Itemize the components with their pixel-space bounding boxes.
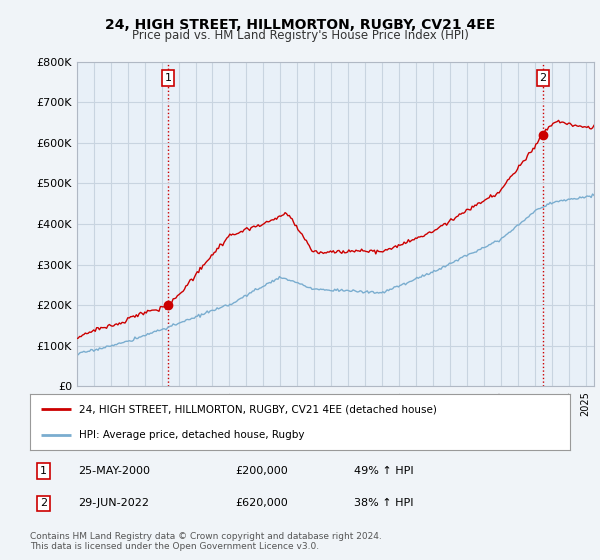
Text: Contains HM Land Registry data © Crown copyright and database right 2024.
This d: Contains HM Land Registry data © Crown c… bbox=[30, 532, 382, 552]
Text: 24, HIGH STREET, HILLMORTON, RUGBY, CV21 4EE: 24, HIGH STREET, HILLMORTON, RUGBY, CV21… bbox=[105, 18, 495, 32]
Text: Price paid vs. HM Land Registry's House Price Index (HPI): Price paid vs. HM Land Registry's House … bbox=[131, 29, 469, 42]
Text: 25-MAY-2000: 25-MAY-2000 bbox=[79, 466, 151, 476]
Text: 2: 2 bbox=[539, 73, 547, 83]
Text: 49% ↑ HPI: 49% ↑ HPI bbox=[354, 466, 413, 476]
Text: £620,000: £620,000 bbox=[235, 498, 288, 508]
Text: 29-JUN-2022: 29-JUN-2022 bbox=[79, 498, 149, 508]
Text: £200,000: £200,000 bbox=[235, 466, 288, 476]
Text: 38% ↑ HPI: 38% ↑ HPI bbox=[354, 498, 413, 508]
Text: 1: 1 bbox=[164, 73, 172, 83]
Text: HPI: Average price, detached house, Rugby: HPI: Average price, detached house, Rugb… bbox=[79, 430, 304, 440]
Text: 24, HIGH STREET, HILLMORTON, RUGBY, CV21 4EE (detached house): 24, HIGH STREET, HILLMORTON, RUGBY, CV21… bbox=[79, 404, 436, 414]
Text: 2: 2 bbox=[40, 498, 47, 508]
Text: 1: 1 bbox=[40, 466, 47, 476]
